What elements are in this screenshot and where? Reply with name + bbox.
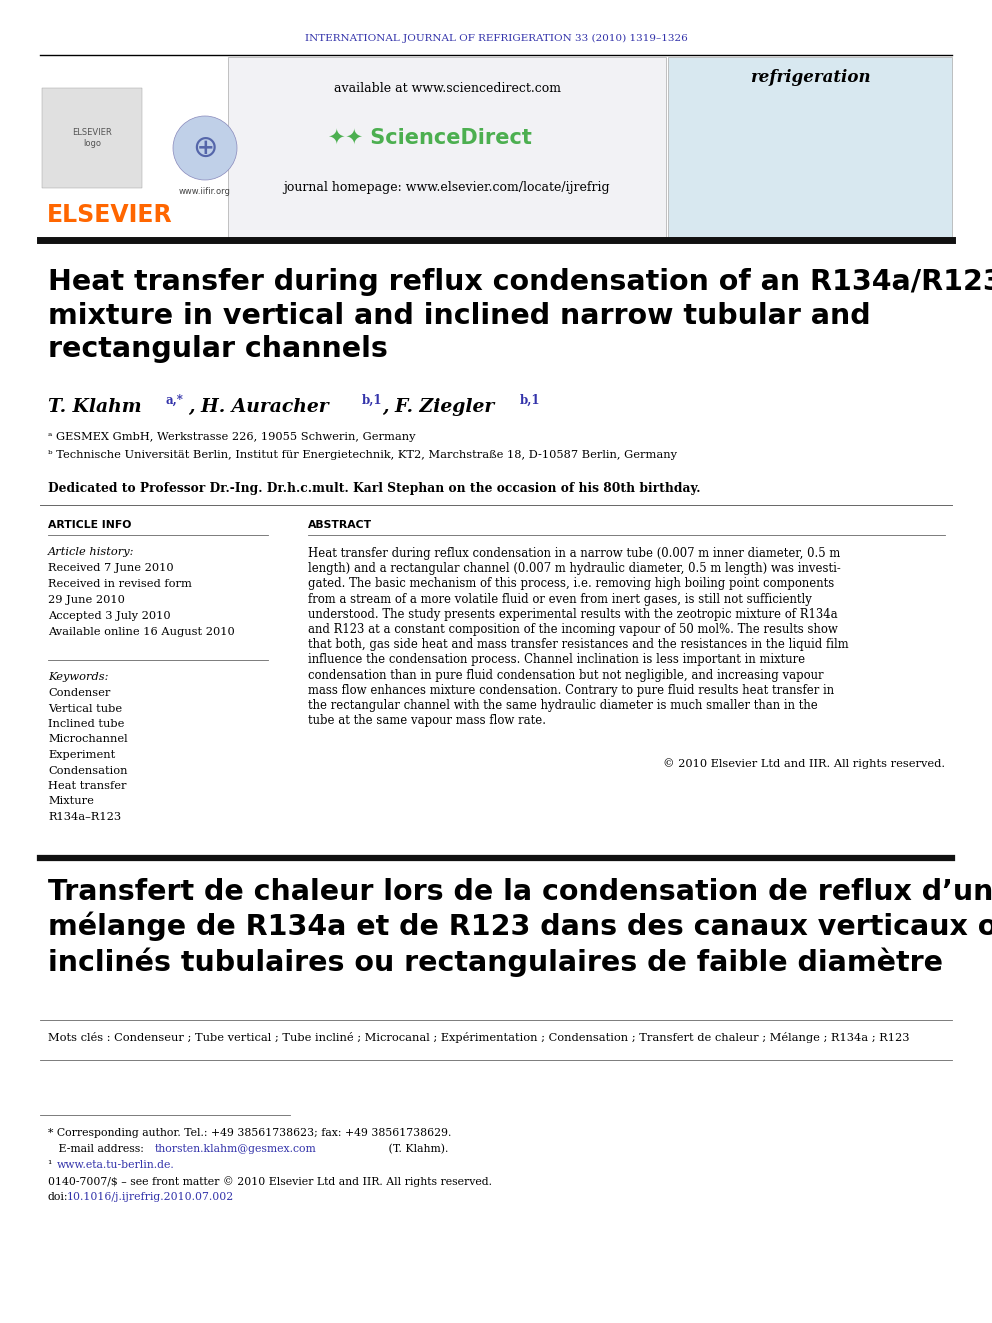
- Text: ¹: ¹: [48, 1160, 56, 1170]
- Text: and R123 at a constant composition of the incoming vapour of 50 mol%. The result: and R123 at a constant composition of th…: [308, 623, 838, 636]
- Text: refrigeration: refrigeration: [750, 70, 870, 86]
- Text: Heat transfer during reflux condensation of an R134a/R123
mixture in vertical an: Heat transfer during reflux condensation…: [48, 269, 992, 363]
- Text: (T. Klahm).: (T. Klahm).: [385, 1144, 448, 1154]
- Text: Received in revised form: Received in revised form: [48, 579, 191, 589]
- Text: length) and a rectangular channel (0.007 m hydraulic diameter, 0.5 m length) was: length) and a rectangular channel (0.007…: [308, 562, 841, 576]
- Text: * Corresponding author. Tel.: +49 38561738623; fax: +49 38561738629.: * Corresponding author. Tel.: +49 385617…: [48, 1129, 451, 1138]
- Text: available at www.sciencedirect.com: available at www.sciencedirect.com: [333, 82, 560, 94]
- Text: T. Klahm: T. Klahm: [48, 398, 142, 415]
- Text: mass flow enhances mixture condensation. Contrary to pure fluid results heat tra: mass flow enhances mixture condensation.…: [308, 684, 834, 697]
- Text: Mixture: Mixture: [48, 796, 94, 807]
- Text: , H. Auracher: , H. Auracher: [188, 398, 328, 415]
- Bar: [42, 89, 142, 188]
- Text: Available online 16 August 2010: Available online 16 August 2010: [48, 627, 235, 636]
- Text: www.iifir.org: www.iifir.org: [180, 188, 231, 197]
- Text: , F. Ziegler: , F. Ziegler: [382, 398, 494, 415]
- Text: ARTICLE INFO: ARTICLE INFO: [48, 520, 131, 531]
- Text: Experiment: Experiment: [48, 750, 115, 759]
- Text: b,1: b,1: [362, 394, 383, 407]
- Text: Article history:: Article history:: [48, 546, 135, 557]
- Bar: [668, 57, 952, 237]
- Text: www.eta.tu-berlin.de.: www.eta.tu-berlin.de.: [57, 1160, 175, 1170]
- Text: 10.1016/j.ijrefrig.2010.07.002: 10.1016/j.ijrefrig.2010.07.002: [67, 1192, 234, 1203]
- Text: Microchannel: Microchannel: [48, 734, 128, 745]
- Text: ELSEVIER: ELSEVIER: [48, 202, 173, 228]
- Bar: [228, 57, 666, 237]
- Text: Condenser: Condenser: [48, 688, 110, 699]
- Text: Received 7 June 2010: Received 7 June 2010: [48, 564, 174, 573]
- Text: Transfert de chaleur lors de la condensation de reflux d’un
mélange de R134a et : Transfert de chaleur lors de la condensa…: [48, 878, 992, 976]
- Text: doi:: doi:: [48, 1192, 68, 1203]
- Text: understood. The study presents experimental results with the zeotropic mixture o: understood. The study presents experimen…: [308, 607, 837, 620]
- Text: R134a–R123: R134a–R123: [48, 812, 121, 822]
- Text: ᵇ Technische Universität Berlin, Institut für Energietechnik, KT2, Marchstraße 1: ᵇ Technische Universität Berlin, Institu…: [48, 450, 677, 460]
- Text: ✦✦ ScienceDirect: ✦✦ ScienceDirect: [328, 128, 532, 148]
- Text: Vertical tube: Vertical tube: [48, 704, 122, 713]
- Text: 29 June 2010: 29 June 2010: [48, 595, 125, 605]
- Text: ABSTRACT: ABSTRACT: [308, 520, 372, 531]
- Text: ELSEVIER
logo: ELSEVIER logo: [72, 128, 112, 148]
- Text: ⊕: ⊕: [192, 134, 218, 163]
- Text: thorsten.klahm@gesmex.com: thorsten.klahm@gesmex.com: [155, 1144, 316, 1154]
- Text: © 2010 Elsevier Ltd and IIR. All rights reserved.: © 2010 Elsevier Ltd and IIR. All rights …: [663, 758, 945, 769]
- Text: that both, gas side heat and mass transfer resistances and the resistances in th: that both, gas side heat and mass transf…: [308, 638, 848, 651]
- Text: Keywords:: Keywords:: [48, 672, 108, 681]
- Text: Mots clés : Condenseur ; Tube vertical ; Tube incliné ; Microcanal ; Expérimenta: Mots clés : Condenseur ; Tube vertical ;…: [48, 1032, 910, 1043]
- Text: Dedicated to Professor Dr.-Ing. Dr.h.c.mult. Karl Stephan on the occasion of his: Dedicated to Professor Dr.-Ing. Dr.h.c.m…: [48, 482, 700, 495]
- Text: E-mail address:: E-mail address:: [48, 1144, 148, 1154]
- Text: influence the condensation process. Channel inclination is less important in mix: influence the condensation process. Chan…: [308, 654, 806, 667]
- Text: Heat transfer: Heat transfer: [48, 781, 127, 791]
- Circle shape: [173, 116, 237, 180]
- Text: the rectangular channel with the same hydraulic diameter is much smaller than in: the rectangular channel with the same hy…: [308, 699, 817, 712]
- Text: 0140-7007/$ – see front matter © 2010 Elsevier Ltd and IIR. All rights reserved.: 0140-7007/$ – see front matter © 2010 El…: [48, 1176, 492, 1187]
- Text: Accepted 3 July 2010: Accepted 3 July 2010: [48, 611, 171, 620]
- Text: b,1: b,1: [520, 394, 541, 407]
- Text: condensation than in pure fluid condensation but not negligible, and increasing : condensation than in pure fluid condensa…: [308, 668, 823, 681]
- Text: journal homepage: www.elsevier.com/locate/ijrefrig: journal homepage: www.elsevier.com/locat…: [284, 181, 610, 194]
- Text: Heat transfer during reflux condensation in a narrow tube (0.007 m inner diamete: Heat transfer during reflux condensation…: [308, 546, 840, 560]
- Text: Condensation: Condensation: [48, 766, 128, 775]
- Text: tube at the same vapour mass flow rate.: tube at the same vapour mass flow rate.: [308, 714, 546, 728]
- Text: Inclined tube: Inclined tube: [48, 718, 124, 729]
- Text: a,*: a,*: [165, 394, 183, 407]
- Text: from a stream of a more volatile fluid or even from inert gases, is still not su: from a stream of a more volatile fluid o…: [308, 593, 811, 606]
- Text: INTERNATIONAL JOURNAL OF REFRIGERATION 33 (2010) 1319–1326: INTERNATIONAL JOURNAL OF REFRIGERATION 3…: [305, 33, 687, 42]
- Text: ᵃ GESMEX GmbH, Werkstrasse 226, 19055 Schwerin, Germany: ᵃ GESMEX GmbH, Werkstrasse 226, 19055 Sc…: [48, 433, 416, 442]
- Text: gated. The basic mechanism of this process, i.e. removing high boiling point com: gated. The basic mechanism of this proce…: [308, 577, 834, 590]
